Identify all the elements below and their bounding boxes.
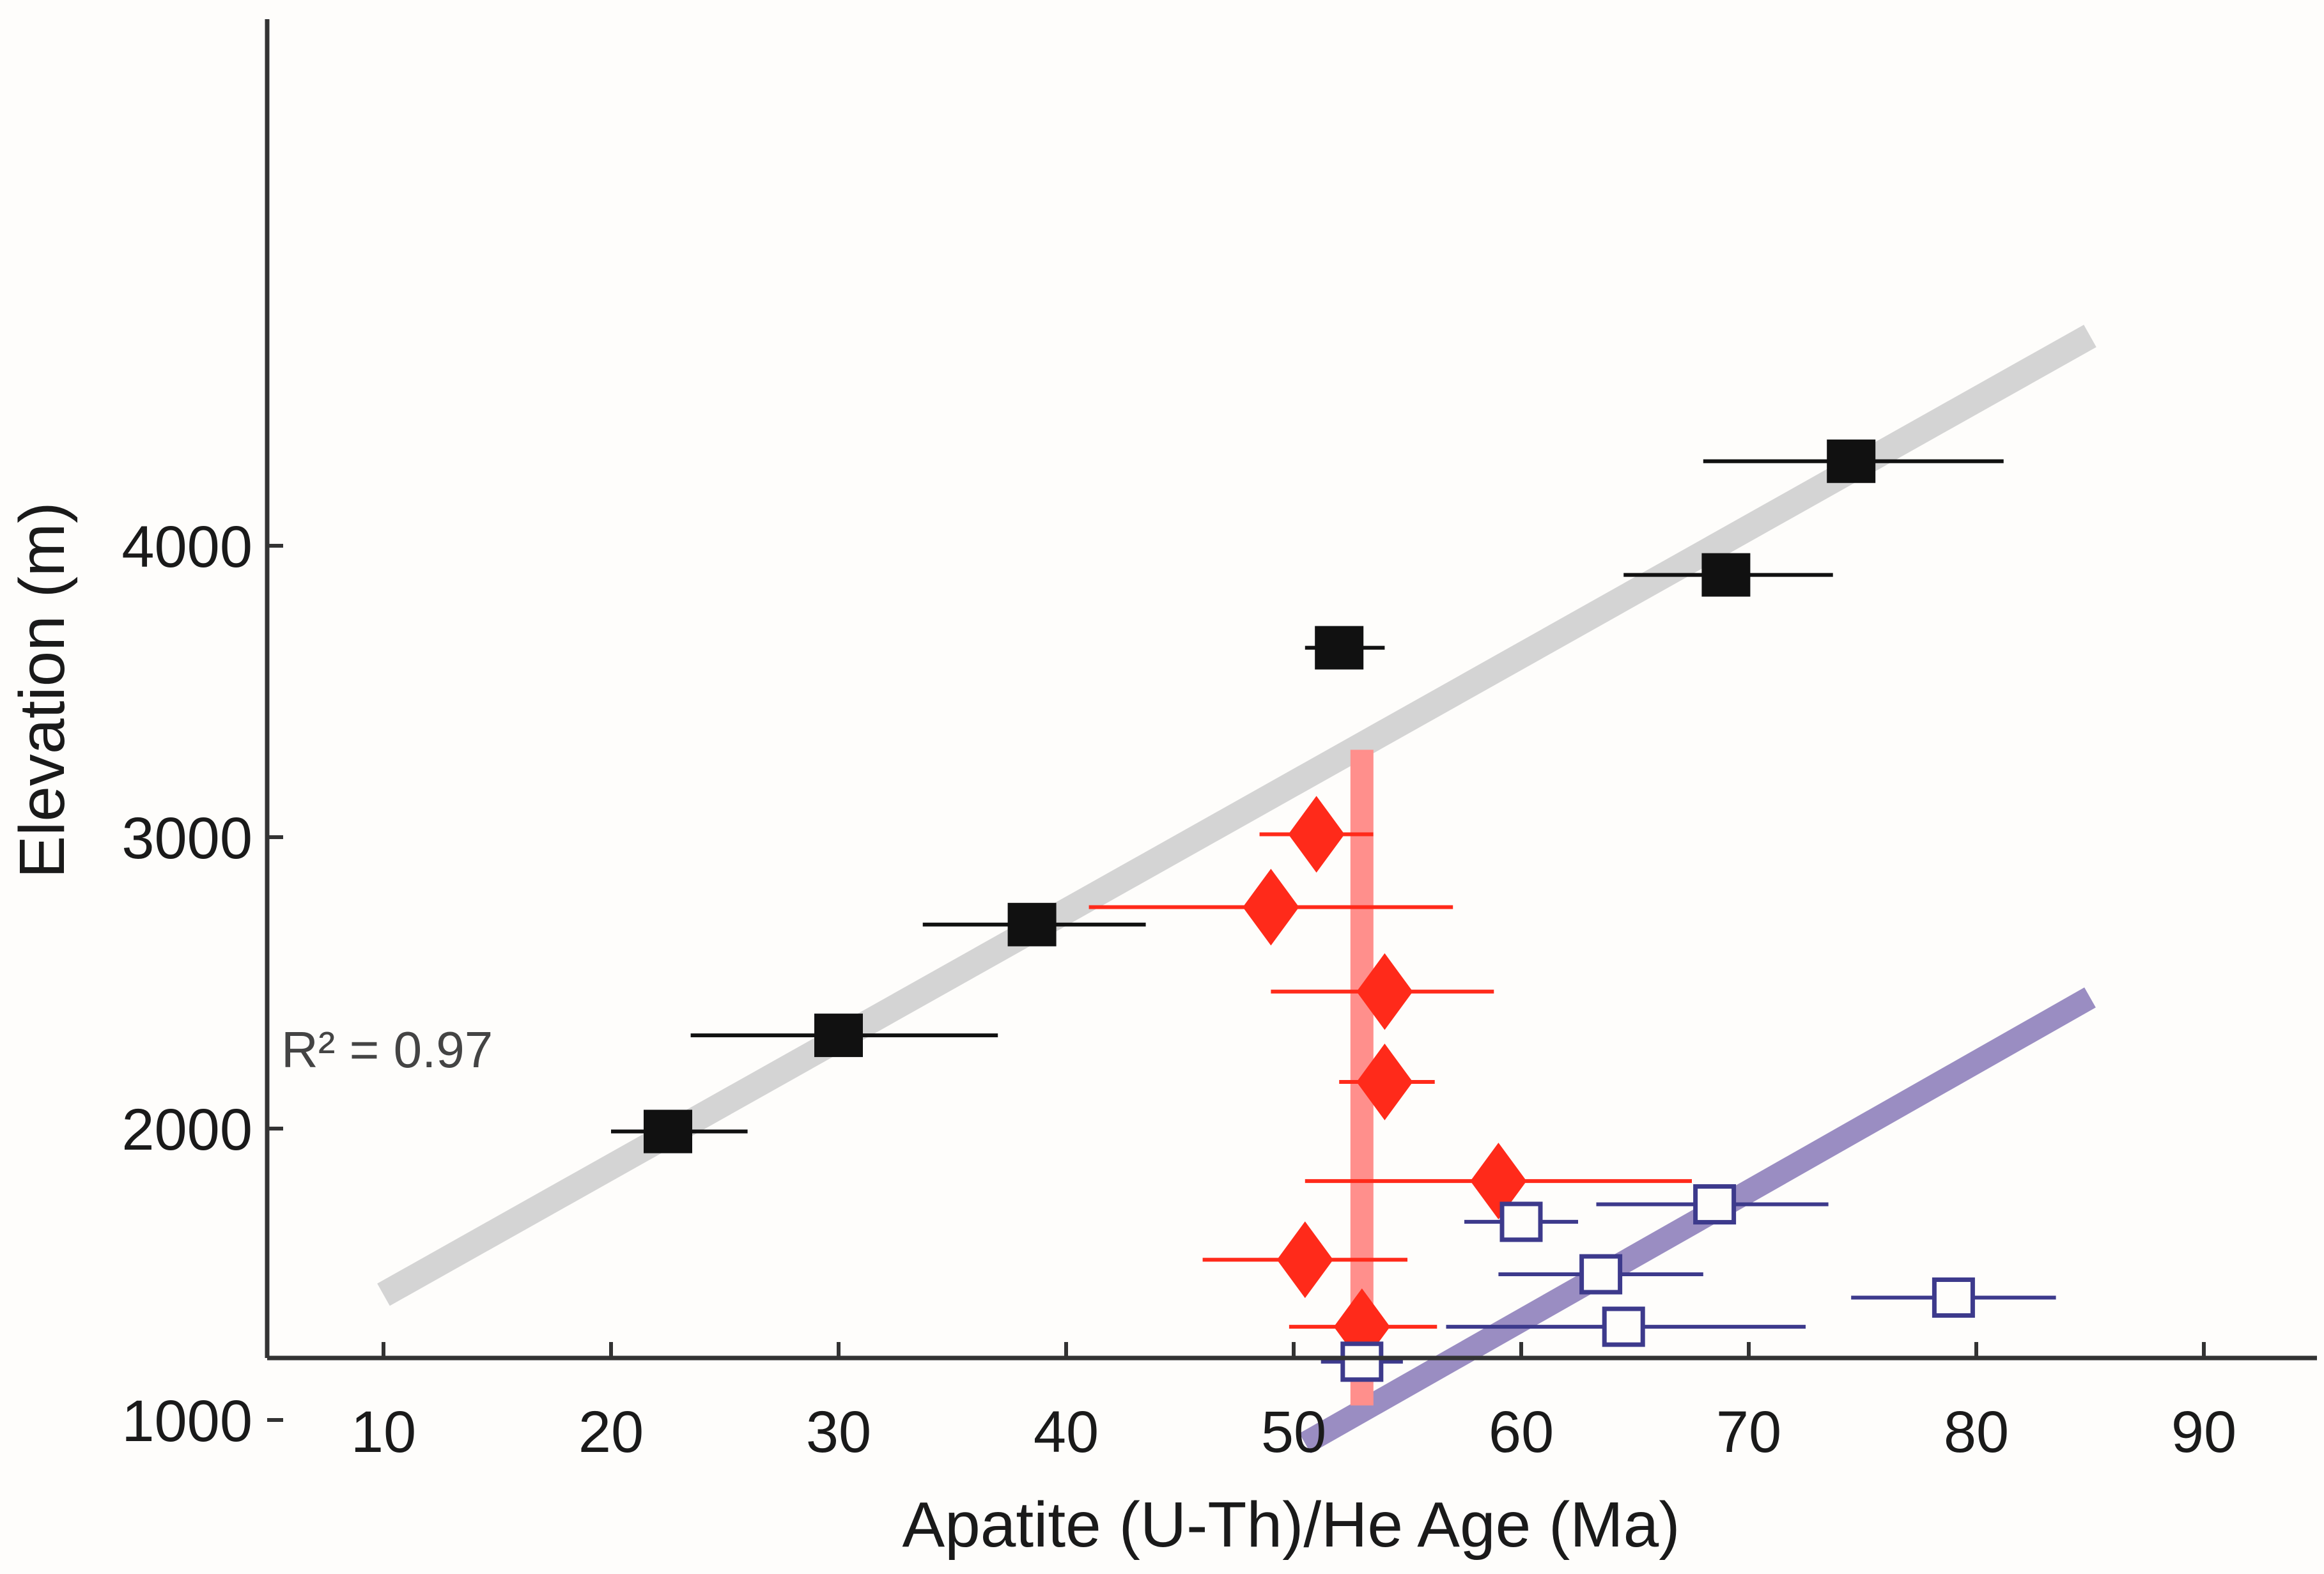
black-square-point-2 xyxy=(814,1014,863,1058)
x-tick-label-10: 10 xyxy=(351,1400,416,1465)
y-tick-label-1000: 1000 xyxy=(121,1389,252,1454)
x-tick-label-30: 30 xyxy=(806,1400,871,1465)
x-tick-label-60: 60 xyxy=(1489,1400,1554,1465)
black-square-point-3 xyxy=(1007,902,1057,946)
black-square-point-1 xyxy=(644,1109,692,1153)
open-square-point-2 xyxy=(1499,1201,1543,1242)
red-diamond-point-2 xyxy=(1243,868,1299,946)
red-diamond-point-3 xyxy=(1356,953,1413,1030)
x-axis-title: Apatite (U-Th)/He Age (Ma) xyxy=(902,1489,1680,1561)
red-diamond-point-1 xyxy=(1288,796,1345,873)
y-axis-title: Elevation (m) xyxy=(6,502,78,878)
x-tick-label-70: 70 xyxy=(1716,1400,1781,1465)
x-tick-label-50: 50 xyxy=(1261,1400,1326,1465)
open-square-point-5 xyxy=(1693,1184,1737,1225)
x-tick-label-80: 80 xyxy=(1944,1400,2009,1465)
x-tick-label-90: 90 xyxy=(2171,1400,2236,1465)
red-diamond-point-4 xyxy=(1356,1044,1413,1121)
open-square-point-6 xyxy=(1932,1277,1975,1318)
ticks-layer: 10 20 30 40 50 60 70 80 90 1000 2000 3000 4000 xyxy=(121,514,2236,1465)
x-tick-label-40: 40 xyxy=(1034,1400,1099,1465)
red-diamond-point-5 xyxy=(1470,1143,1527,1220)
r-squared-annotation: R² = 0.97 xyxy=(281,1021,493,1078)
red-diamond-point-6 xyxy=(1276,1221,1333,1299)
open-square-point-1 xyxy=(1340,1341,1384,1382)
x-tick-label-20: 20 xyxy=(578,1400,644,1465)
y-tick-label-3000: 3000 xyxy=(121,806,252,871)
open-square-point-4 xyxy=(1602,1306,1645,1347)
y-tick-label-4000: 4000 xyxy=(121,514,252,580)
black-square-point-6 xyxy=(1827,439,1876,483)
y-tick-label-2000: 2000 xyxy=(121,1097,252,1162)
markers-layer xyxy=(644,439,1975,1382)
black-square-point-4 xyxy=(1315,626,1364,670)
black-square-point-5 xyxy=(1701,553,1751,597)
open-square-point-3 xyxy=(1579,1254,1623,1295)
